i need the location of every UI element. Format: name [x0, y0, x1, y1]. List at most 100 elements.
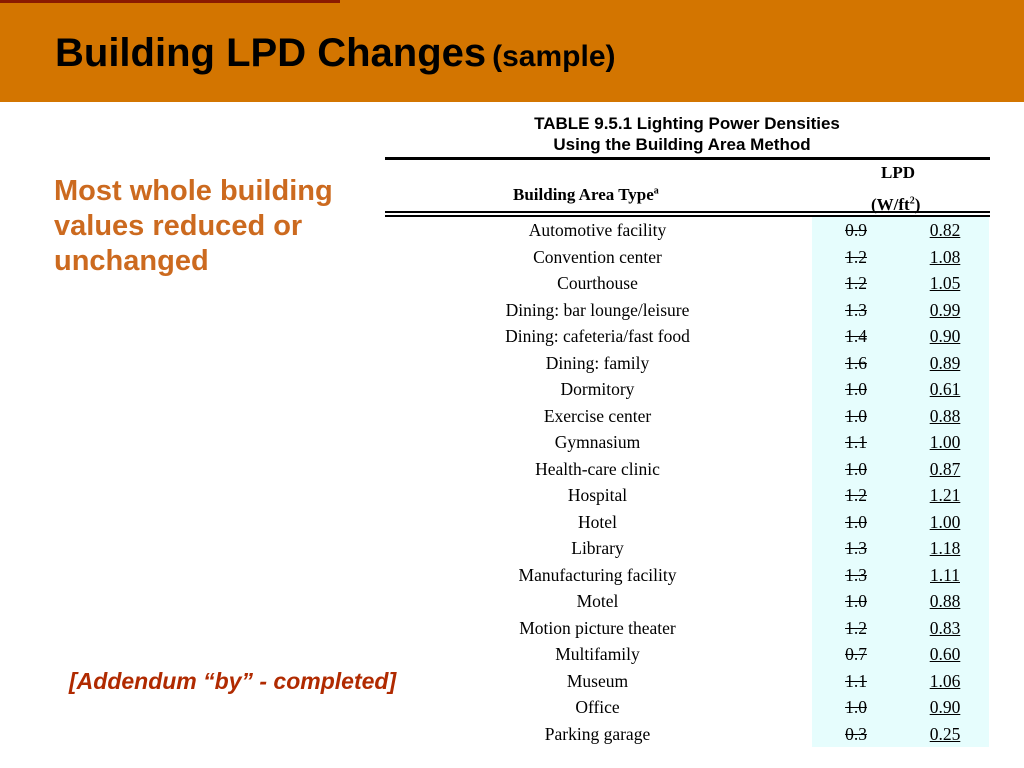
- table-row: Dining: family 1.6 0.89: [385, 350, 990, 377]
- table-row: Museum 1.1 1.06: [385, 668, 990, 695]
- previous-lpd-value: 1.0: [845, 697, 867, 717]
- unit-prefix: (W/ft: [871, 195, 910, 214]
- revised-lpd-value: 0.89: [929, 352, 961, 373]
- previous-lpd-value: 0.3: [845, 723, 867, 744]
- column-header-type-footnote: a: [653, 185, 659, 197]
- addendum-note: [Addendum “by” - completed]: [69, 668, 397, 694]
- slide-title-main: Building LPD Changes: [55, 31, 487, 75]
- header-bar: [0, 0, 1024, 102]
- revised-lpd-value: 1.08: [929, 246, 961, 267]
- column-header-type: Building Area Typea: [513, 185, 659, 205]
- previous-lpd-value: 1.0: [845, 405, 867, 426]
- table-row: Convention center 1.2 1.08: [385, 244, 990, 271]
- table-row: Multifamily 0.7 0.60: [385, 641, 990, 668]
- building-area-type-cell: Motion picture theater: [519, 617, 676, 638]
- table-row: Manufacturing facility 1.3 1.11: [385, 562, 990, 589]
- header-accent-line: [0, 0, 340, 3]
- slide-title: Building LPD Changes (sample): [55, 28, 616, 82]
- table-row: Library 1.3 1.18: [385, 535, 990, 562]
- previous-lpd-value: 1.0: [845, 511, 867, 532]
- revised-lpd-value: 0.88: [929, 591, 961, 611]
- revised-lpd-value: 1.00: [929, 511, 961, 532]
- revised-lpd-value: 1.11: [930, 564, 960, 585]
- column-header-lpd: LPD: [881, 163, 915, 182]
- building-area-type-cell: Exercise center: [543, 405, 652, 426]
- previous-lpd-value: 1.1: [845, 670, 867, 691]
- revised-lpd-value: 0.90: [929, 326, 961, 346]
- previous-lpd-value: 1.2: [845, 246, 867, 267]
- column-header-type-label: Building Area Type: [513, 185, 654, 204]
- table-row: Motion picture theater 1.2 0.83: [385, 615, 990, 642]
- table-row: Parking garage 0.3 0.25: [385, 721, 990, 748]
- revised-lpd-value: 0.87: [929, 458, 961, 479]
- building-area-type-cell: Motel: [576, 591, 619, 611]
- previous-lpd-value: 0.9: [845, 220, 867, 240]
- revised-lpd-value: 1.06: [929, 670, 961, 691]
- table-row: Dining: bar lounge/leisure 1.3 0.99: [385, 297, 990, 324]
- previous-lpd-value: 1.6: [845, 352, 867, 373]
- revised-lpd-value: 1.05: [929, 273, 961, 293]
- previous-lpd-value: 1.3: [845, 564, 867, 585]
- previous-lpd-value: 1.2: [845, 617, 867, 638]
- revised-lpd-value: 1.18: [929, 538, 961, 558]
- building-area-type-cell: Dining: family: [545, 352, 650, 373]
- revised-lpd-value: 1.21: [929, 485, 961, 505]
- revised-lpd-value: 0.83: [929, 617, 961, 638]
- previous-lpd-value: 1.0: [845, 458, 867, 479]
- previous-lpd-value: 1.2: [845, 485, 867, 505]
- previous-lpd-value: 1.4: [845, 326, 867, 346]
- table-body: Automotive facility 0.9 0.82 Convention cen…: [385, 217, 990, 747]
- building-area-type-cell: Multifamily: [555, 644, 640, 664]
- previous-lpd-value: 1.3: [845, 299, 867, 320]
- table-row: Exercise center 1.0 0.88: [385, 403, 990, 430]
- building-area-type-cell: Convention center: [533, 246, 662, 267]
- table-caption-line1: TABLE 9.5.1 Lighting Power Densities: [534, 114, 840, 133]
- building-area-type-cell: Parking garage: [544, 723, 651, 744]
- table-row: Office 1.0 0.90: [385, 694, 990, 721]
- slide-title-suffix: (sample): [492, 40, 616, 73]
- lpd-highlight-column: [812, 217, 989, 747]
- revised-lpd-value: 0.90: [929, 697, 961, 717]
- table-row: Hotel 1.0 1.00: [385, 509, 990, 536]
- table-top-rule: [385, 157, 990, 160]
- column-header-unit: (W/ft2): [871, 195, 920, 215]
- unit-suffix: ): [914, 195, 921, 214]
- revised-lpd-value: 0.60: [929, 644, 961, 664]
- table-caption-line2: Using the Building Area Method: [553, 135, 811, 154]
- building-area-type-cell: Courthouse: [557, 273, 638, 293]
- previous-lpd-value: 1.0: [845, 379, 867, 399]
- revised-lpd-value: 0.88: [929, 405, 961, 426]
- building-area-type-cell: Hotel: [578, 511, 617, 532]
- building-area-type-cell: Manufacturing facility: [518, 564, 677, 585]
- building-area-type-cell: Office: [575, 697, 620, 717]
- revised-lpd-value: 0.99: [929, 299, 961, 320]
- building-area-type-cell: Dining: bar lounge/leisure: [505, 299, 690, 320]
- table-row: Gymnasium 1.1 1.00: [385, 429, 990, 456]
- previous-lpd-value: 1.2: [845, 273, 867, 293]
- unit-exponent: 2: [909, 195, 915, 207]
- building-area-type-cell: Health-care clinic: [535, 458, 660, 479]
- building-area-type-cell: Automotive facility: [528, 220, 667, 240]
- building-area-type-cell: Library: [571, 538, 624, 558]
- side-note: Most whole building values reduced or un…: [54, 175, 333, 277]
- table-caption: TABLE 9.5.1 Lighting Power Densities Usi…: [385, 113, 989, 155]
- table-row: Health-care clinic 1.0 0.87: [385, 456, 990, 483]
- previous-lpd-value: 0.7: [845, 644, 867, 664]
- table-row: Dining: cafeteria/fast food 1.4 0.90: [385, 323, 990, 350]
- table-row: Automotive facility 0.9 0.82: [385, 217, 990, 244]
- revised-lpd-value: 0.25: [929, 723, 961, 744]
- table-header-rule-lower: [385, 215, 990, 217]
- revised-lpd-value: 0.61: [929, 379, 961, 399]
- previous-lpd-value: 1.3: [845, 538, 867, 558]
- table-row: Dormitory 1.0 0.61: [385, 376, 990, 403]
- previous-lpd-value: 1.0: [845, 591, 867, 611]
- building-area-type-cell: Dining: cafeteria/fast food: [505, 326, 690, 346]
- building-area-type-cell: Hospital: [567, 485, 628, 505]
- table-header-rule-upper: [385, 211, 990, 213]
- table-row: Motel 1.0 0.88: [385, 588, 990, 615]
- table-row: Courthouse 1.2 1.05: [385, 270, 990, 297]
- building-area-type-cell: Museum: [566, 670, 629, 691]
- previous-lpd-value: 1.1: [845, 432, 867, 452]
- revised-lpd-value: 0.82: [929, 220, 961, 240]
- building-area-type-cell: Dormitory: [560, 379, 635, 399]
